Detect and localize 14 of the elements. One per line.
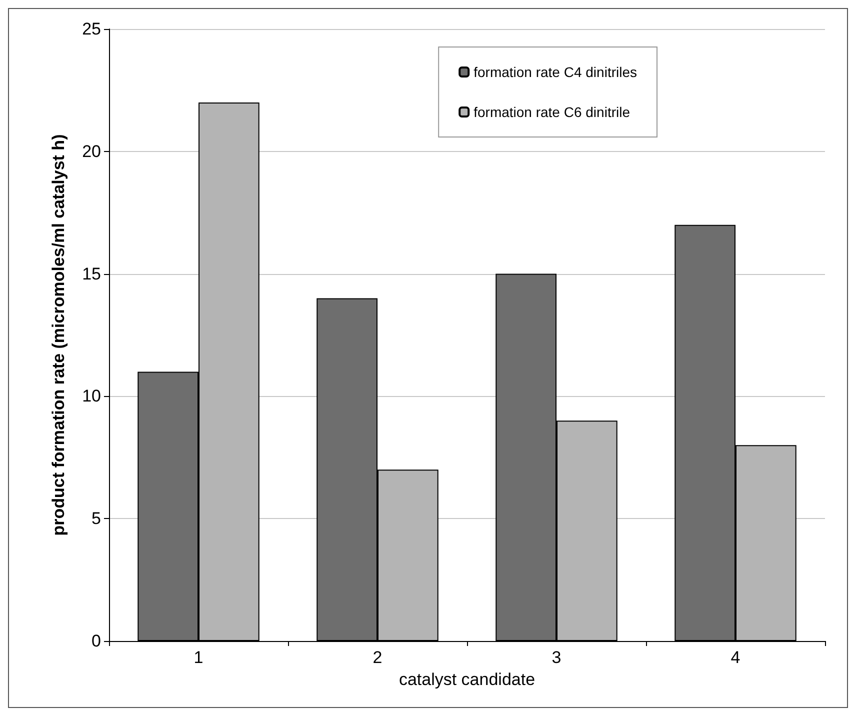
y-tick-label: 0: [92, 632, 101, 650]
y-axis-title: product formation rate (micromoles/ml catalyst h): [49, 134, 68, 536]
x-axis-title: catalyst candidate: [398, 670, 536, 689]
legend-label: formation rate C4 dinitriles: [474, 64, 638, 80]
y-tick-label: 10: [82, 386, 101, 406]
x-tick-label: 1: [194, 648, 204, 667]
y-tick-label: 15: [82, 264, 101, 284]
y-tick-label: 5: [92, 509, 101, 528]
y-tick-label: 20: [82, 142, 101, 161]
x-tick-label: 2: [372, 648, 382, 667]
x-tick-label: 4: [730, 648, 740, 667]
x-tick-label: 3: [552, 648, 562, 667]
y-tick-label: 25: [82, 20, 101, 38]
legend-label: formation rate C6 dinitrile: [474, 104, 630, 120]
